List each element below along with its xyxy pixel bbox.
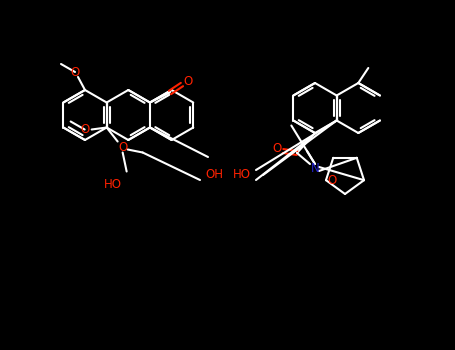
Text: O: O [183, 75, 192, 88]
Text: O: O [327, 174, 337, 187]
Text: O: O [273, 142, 282, 155]
Text: OH: OH [205, 168, 223, 182]
Text: O: O [80, 123, 89, 136]
Text: O: O [71, 65, 80, 78]
Text: O: O [118, 141, 127, 154]
Text: HO: HO [233, 168, 251, 182]
Text: N: N [311, 162, 319, 175]
Text: HO: HO [104, 178, 121, 191]
